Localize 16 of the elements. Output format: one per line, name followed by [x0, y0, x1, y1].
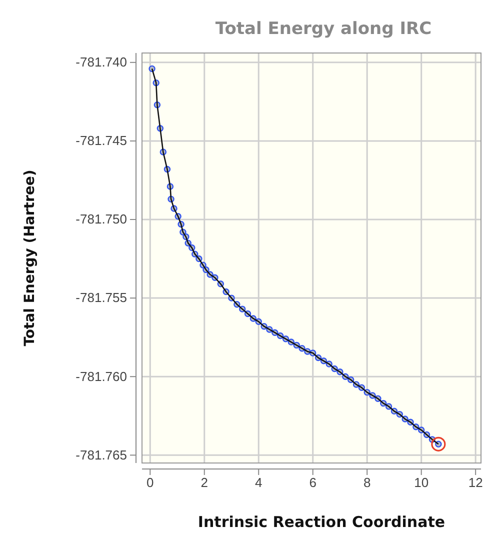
x-tick-label: 2: [200, 475, 208, 490]
y-tick-label: -781.740: [76, 54, 127, 70]
y-tick-label: -781.760: [76, 368, 127, 384]
x-tick-label: 12: [468, 475, 483, 490]
y-tick-label: -781.745: [76, 133, 127, 148]
y-axis-title: Total Energy (Hartree): [22, 170, 38, 346]
y-tick-label: -781.765: [76, 447, 127, 462]
x-tick-label: 10: [414, 475, 429, 490]
y-tick-label: -781.750: [76, 212, 127, 227]
x-tick-label: 6: [309, 475, 316, 490]
chart-title: Total Energy along IRC: [215, 19, 432, 39]
x-tick-label: 4: [255, 475, 262, 490]
x-tick-label: 8: [363, 475, 371, 490]
y-tick-label: -781.755: [76, 290, 127, 306]
x-tick-label: 0: [146, 475, 154, 490]
x-axis-title: Intrinsic Reaction Coordinate: [198, 513, 446, 531]
